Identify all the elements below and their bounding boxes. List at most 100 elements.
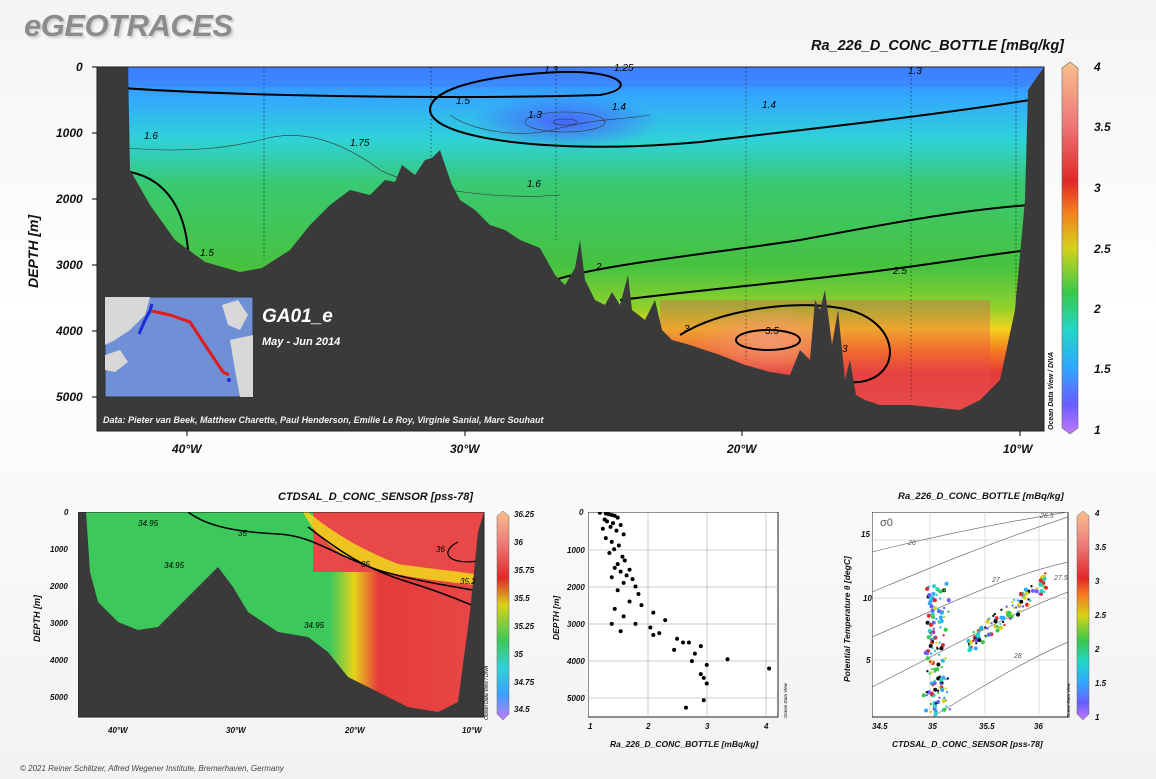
ts-point <box>938 641 941 644</box>
ts-point <box>930 611 935 616</box>
ts-point <box>972 636 975 639</box>
ts-point <box>926 613 931 618</box>
ts-point <box>931 591 936 596</box>
ts-point <box>939 646 944 651</box>
ts-point <box>931 615 936 619</box>
ts-cbar-tick-1: 3.5 <box>1095 543 1107 552</box>
main-colorbar <box>1061 61 1079 435</box>
sal-cbar-tick-5: 35 <box>514 650 523 659</box>
section-date: May - Jun 2014 <box>262 336 341 348</box>
ts-point <box>968 640 973 645</box>
ts-point <box>929 622 933 627</box>
ts-point <box>1029 599 1032 602</box>
ts-point <box>1012 598 1016 601</box>
profile-plot <box>588 512 779 718</box>
ts-point <box>924 708 928 713</box>
ts-point <box>990 622 993 625</box>
ts-point <box>940 665 943 669</box>
ts-point <box>939 626 942 629</box>
ts-point <box>993 612 996 616</box>
ts-point <box>921 693 926 698</box>
contour-label-11: 1.5 <box>200 248 214 259</box>
profile-point <box>704 681 709 686</box>
ts-point <box>999 617 1002 620</box>
ts-point <box>1025 602 1029 607</box>
ts-point <box>932 584 936 589</box>
main-cbar-tick-4: 2 <box>1094 302 1101 316</box>
prof-xtick-2: 3 <box>705 722 710 731</box>
sal-cbar-tick-6: 34.75 <box>514 678 535 687</box>
ts-point <box>1021 605 1025 608</box>
ts-point <box>938 589 943 594</box>
isopycnal-label-0: 26 <box>907 540 916 547</box>
ts-point <box>975 642 978 645</box>
main-ytick-3: 3000 <box>56 258 83 272</box>
ts-point <box>937 620 942 624</box>
ts-cbar-tick-2: 3 <box>1095 577 1100 586</box>
profile-point <box>609 575 614 580</box>
ts-point <box>1018 592 1023 597</box>
ts-ytick-2: 5 <box>866 656 871 665</box>
ts-cbar-tick-6: 1 <box>1095 713 1100 722</box>
sigma-label: σ0 <box>880 517 893 529</box>
ts-point <box>942 660 945 663</box>
profile-ylabel: DEPTH [m] <box>551 595 561 640</box>
ts-point <box>931 620 936 625</box>
contour-label-5: 1.4 <box>612 102 626 113</box>
profile-point <box>701 675 706 680</box>
salinity-colorbar <box>496 510 510 721</box>
profile-point <box>725 657 730 662</box>
contour-label-13: 2.5 <box>892 266 907 277</box>
profile-point <box>615 562 620 567</box>
ts-point <box>973 646 978 651</box>
ts-point <box>934 702 938 705</box>
salinity-section-plot: 34.95 35 34.95 35 36 35.2 34.95 <box>78 512 485 718</box>
ts-point <box>925 691 928 694</box>
ts-point <box>931 640 934 643</box>
ts-point <box>936 689 940 692</box>
ts-point <box>933 635 937 638</box>
ts-colorbar <box>1076 510 1090 721</box>
ts-point <box>943 696 946 699</box>
main-ytick-0: 0 <box>76 60 83 74</box>
profile-point <box>609 539 614 544</box>
ts-point <box>933 606 937 611</box>
sal-contour-label-6: 35.2 <box>460 577 476 586</box>
ts-point <box>929 604 934 609</box>
contour-label-7: 1.4 <box>762 100 776 111</box>
sal-cbar-tick-4: 35.25 <box>514 622 535 631</box>
ts-point <box>1018 609 1021 613</box>
ts-cbar-tick-0: 4 <box>1095 509 1100 518</box>
main-watermark: Ocean Data View / DIVA <box>1048 351 1055 430</box>
ts-point <box>1038 582 1043 587</box>
ts-cbar-tick-3: 2.5 <box>1095 611 1107 620</box>
ts-point <box>1011 604 1014 607</box>
ts-point <box>936 676 941 681</box>
ts-point <box>1009 614 1014 619</box>
ts-point <box>1016 599 1020 602</box>
sal-ytick-5: 5000 <box>50 693 68 702</box>
contour-label-16: 3 <box>842 344 848 355</box>
profile-point <box>610 521 615 526</box>
profile-point <box>639 603 644 608</box>
ts-point <box>986 632 991 637</box>
main-cbar-tick-5: 1.5 <box>1094 362 1111 376</box>
prof-ytick-3: 3000 <box>567 620 585 629</box>
profile-point <box>615 515 620 520</box>
ts-point <box>986 627 989 630</box>
ts-xtick-3: 36 <box>1034 722 1043 731</box>
ts-point <box>930 652 933 655</box>
main-yticks <box>92 66 1021 436</box>
profile-point <box>612 513 617 518</box>
profile-point <box>686 640 691 645</box>
data-credit: Data: Pieter van Beek, Matthew Charette,… <box>103 415 544 425</box>
isopycnal-label-2: 27 <box>991 577 1001 584</box>
profile-point <box>624 573 629 578</box>
salinity-watermark: Ocean Data View / DIVA <box>484 665 490 720</box>
ts-point <box>929 638 933 641</box>
profile-points <box>597 512 772 710</box>
ts-point <box>946 598 951 603</box>
profile-point <box>681 640 685 645</box>
main-ylabel: DEPTH [m] <box>25 214 41 288</box>
